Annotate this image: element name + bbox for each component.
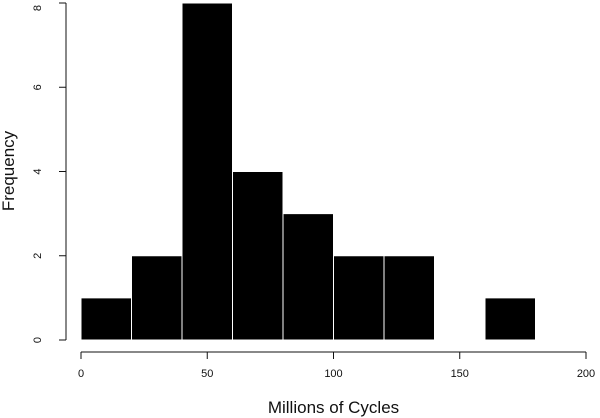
x-tick-label: 150 bbox=[451, 368, 469, 380]
bars-group bbox=[80, 2, 536, 341]
x-tick-label: 100 bbox=[324, 368, 342, 380]
y-tick-label: 4 bbox=[32, 168, 44, 174]
histogram-bar bbox=[333, 255, 385, 341]
histogram-bar bbox=[383, 255, 435, 341]
y-tick-label: 0 bbox=[32, 337, 44, 343]
y-tick-label: 6 bbox=[32, 84, 44, 90]
x-axis-label: Millions of Cycles bbox=[268, 398, 399, 417]
y-tick-label: 8 bbox=[32, 5, 44, 11]
x-tick-label: 0 bbox=[78, 368, 84, 380]
x-tick-label: 200 bbox=[577, 368, 595, 380]
x-ticks-group: 0 50 100 150 200 bbox=[78, 352, 595, 380]
histogram-bar bbox=[232, 171, 284, 341]
histogram-bar bbox=[80, 297, 132, 341]
histogram-bar bbox=[131, 255, 183, 341]
y-tick-label: 2 bbox=[32, 253, 44, 259]
y-axis-label: Frequency bbox=[0, 130, 18, 211]
x-tick-label: 50 bbox=[201, 368, 213, 380]
histogram-bar bbox=[484, 297, 536, 341]
y-ticks-group: 0 2 4 6 8 bbox=[32, 2, 66, 343]
histogram-bar bbox=[282, 213, 334, 341]
histogram-bar bbox=[181, 2, 233, 341]
